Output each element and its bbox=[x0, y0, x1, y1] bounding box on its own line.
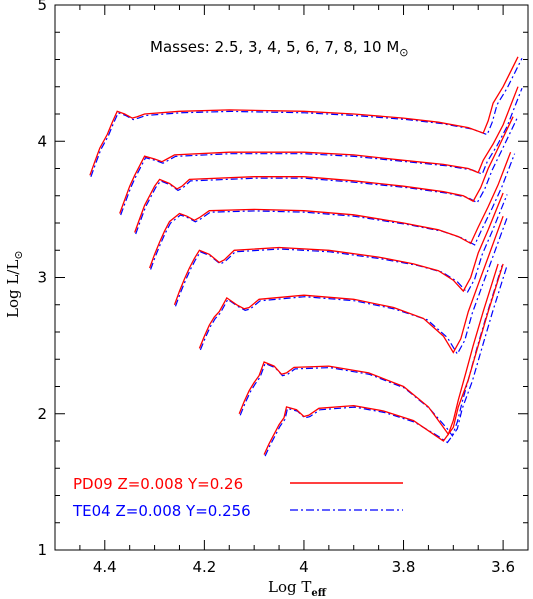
track-pd09-2.5msun bbox=[263, 263, 504, 455]
track-pd09-6msun bbox=[148, 151, 512, 269]
masses-annotation: Masses: 2.5, 3, 4, 5, 6, 7, 8, 10 M⊙ bbox=[150, 38, 409, 59]
track-pd09-8msun bbox=[119, 86, 519, 214]
x-tick-label: 4.2 bbox=[192, 558, 216, 576]
y-tick-label: 5 bbox=[37, 0, 47, 14]
track-pd09-10msun bbox=[89, 56, 519, 176]
track-pd09-7msun bbox=[134, 116, 514, 233]
legend: PD09 Z=0.008 Y=0.26 TE04 Z=0.008 Y=0.256 bbox=[72, 475, 403, 520]
track-pd09-4msun bbox=[198, 215, 504, 354]
x-tick-label: 4 bbox=[299, 558, 309, 576]
axis-ticks bbox=[54, 4, 529, 551]
track-te04-2.5msun bbox=[264, 265, 508, 457]
x-tick-label: 3.8 bbox=[392, 558, 416, 576]
plot-frame bbox=[54, 4, 529, 551]
track-te04-5msun bbox=[174, 194, 508, 307]
x-tick-label: 3.6 bbox=[491, 558, 515, 576]
y-tick-label: 2 bbox=[37, 405, 47, 423]
track-pd09-3msun bbox=[238, 263, 499, 436]
y-tick-label: 1 bbox=[37, 541, 47, 559]
legend-label-pd09: PD09 Z=0.008 Y=0.26 bbox=[73, 475, 243, 493]
track-te04-6msun bbox=[150, 153, 516, 270]
x-axis-title: Log Teff bbox=[268, 578, 327, 599]
track-te04-4msun bbox=[199, 217, 508, 356]
tick-labels: 4.4 4.2 4 3.8 3.6 1 2 3 4 5 bbox=[37, 0, 515, 576]
evolutionary-tracks bbox=[89, 56, 523, 457]
y-axis-title: Log L/L⊙ bbox=[4, 250, 25, 318]
legend-label-te04: TE04 Z=0.008 Y=0.256 bbox=[72, 502, 251, 520]
track-te04-7msun bbox=[135, 117, 518, 235]
x-tick-label: 4.4 bbox=[93, 558, 117, 576]
y-tick-label: 3 bbox=[37, 269, 47, 287]
y-tick-label: 4 bbox=[37, 132, 47, 150]
track-te04-10msun bbox=[90, 58, 523, 178]
track-pd09-5msun bbox=[173, 192, 504, 306]
